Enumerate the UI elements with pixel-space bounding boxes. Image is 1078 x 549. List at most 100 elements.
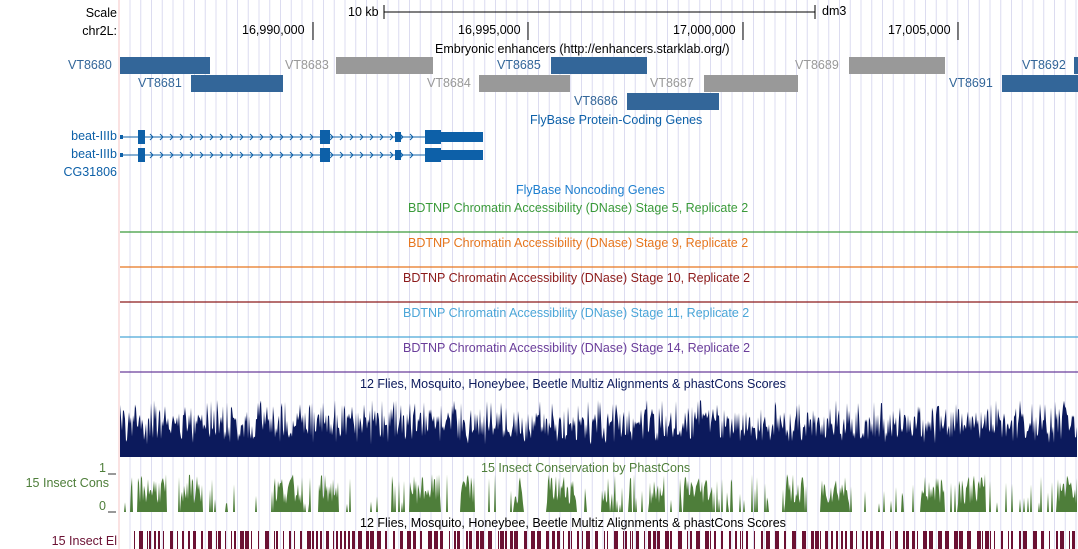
insect-el-block — [876, 531, 879, 549]
strand-arrow — [149, 133, 154, 141]
insect-el-block — [895, 531, 898, 549]
insect-el-block — [358, 531, 362, 549]
strand-arrow — [279, 133, 284, 141]
strand-arrow — [199, 133, 204, 141]
strand-arrow — [299, 133, 304, 141]
gene-label[interactable]: CG31806 — [63, 165, 117, 179]
insect-el-block — [366, 531, 369, 549]
insect-el-block — [177, 531, 178, 549]
multiz-track-title[interactable]: 12 Flies, Mosquito, Honeybee, Beetle Mul… — [360, 377, 786, 391]
scale-value: 10 kb — [348, 5, 379, 19]
insect-el-block — [469, 531, 472, 549]
gene-exon — [425, 130, 441, 144]
insect-el-block — [563, 531, 564, 549]
insect-el-block — [729, 531, 731, 549]
gene-label[interactable]: beat-IIIb — [71, 147, 117, 161]
enhancer-label[interactable]: VT8681 — [138, 76, 182, 90]
insect-el-block — [265, 531, 269, 549]
enhancer-label[interactable]: VT8686 — [574, 94, 618, 108]
insect-el-side-label[interactable]: 15 Insect El — [51, 534, 117, 548]
dnase-stage9-title[interactable]: BDTNP Chromatin Accessibility (DNase) St… — [408, 236, 749, 250]
enhancer-label[interactable]: VT8685 — [497, 58, 541, 72]
insect-el-block — [413, 531, 416, 549]
insect-el-block — [480, 531, 484, 549]
cons-axis-max: 1 — [99, 461, 106, 475]
insect-el-block — [274, 531, 275, 549]
strand-arrow — [179, 133, 184, 141]
insect-el-block — [245, 531, 249, 549]
insect-el-block — [134, 531, 135, 549]
insect-el-block — [929, 531, 933, 549]
enhancer-label[interactable]: VT8680 — [68, 58, 112, 72]
enhancer-block — [704, 75, 798, 92]
insect-el-block — [959, 531, 963, 549]
strand-arrow — [209, 151, 214, 159]
insect-el-block — [276, 531, 278, 549]
insect-el-block — [216, 531, 217, 549]
insect-el-block — [336, 531, 338, 549]
enhancer-label[interactable]: VT8691 — [949, 76, 993, 90]
insect-cons-track-title[interactable]: 15 Insect Conservation by PhastCons — [481, 461, 691, 475]
insect-el-block — [938, 531, 942, 549]
dnase-stage10-title[interactable]: BDTNP Chromatin Accessibility (DNase) St… — [403, 271, 751, 285]
noncoding-track-title[interactable]: FlyBase Noncoding Genes — [516, 183, 665, 197]
enhancers-track-title[interactable]: Embryonic enhancers (http://enhancers.st… — [435, 42, 730, 56]
gene-models[interactable] — [120, 130, 483, 162]
insect-el-track-title[interactable]: 12 Flies, Mosquito, Honeybee, Beetle Mul… — [360, 516, 786, 530]
gene-exon — [395, 150, 401, 160]
multiz-signal[interactable] — [120, 400, 1077, 457]
strand-arrow — [169, 133, 174, 141]
enhancer-label[interactable]: VT8687 — [650, 76, 694, 90]
enhancer-blocks[interactable] — [120, 57, 1078, 110]
insect-el-block — [714, 531, 716, 549]
insect-el-block — [428, 531, 432, 549]
insect-el-block — [488, 531, 492, 549]
insect-el-block — [218, 531, 221, 549]
insect-el-block — [648, 531, 651, 549]
scale-bar — [383, 5, 816, 19]
insect-el-block — [454, 531, 456, 549]
gene-label[interactable]: beat-IIIb — [71, 129, 117, 143]
enhancer-block — [849, 57, 945, 74]
insect-el-block — [294, 531, 295, 549]
strand-arrow — [389, 151, 394, 159]
insect-el-block — [625, 531, 627, 549]
enhancer-label[interactable]: VT8684 — [427, 76, 471, 90]
insect-el-block — [510, 531, 513, 549]
strand-arrow — [329, 133, 334, 141]
insect-el-blocks[interactable] — [134, 531, 1075, 549]
insect-el-block — [881, 531, 884, 549]
dnase-stage5-title[interactable]: BDTNP Chromatin Accessibility (DNase) St… — [408, 201, 749, 215]
insect-el-block — [954, 531, 958, 549]
insect-el-block — [234, 531, 236, 549]
insect-el-block — [1001, 531, 1003, 549]
strand-arrow — [349, 151, 354, 159]
insect-el-block — [500, 531, 504, 549]
dnase-stage14-title[interactable]: BDTNP Chromatin Accessibility (DNase) St… — [403, 341, 751, 355]
enhancer-label[interactable]: VT8683 — [285, 58, 329, 72]
insect-el-block — [393, 531, 395, 549]
insect-el-block — [370, 531, 374, 549]
insect-el-block — [434, 531, 438, 549]
position-label: 17,005,000 — [888, 23, 951, 37]
enhancer-label[interactable]: VT8692 — [1022, 58, 1066, 72]
insect-cons-side-label[interactable]: 15 Insect Cons — [25, 476, 109, 490]
strand-arrow — [269, 151, 274, 159]
strand-arrow — [279, 151, 284, 159]
insect-el-block — [158, 531, 160, 549]
insect-el-block — [449, 531, 450, 549]
insect-el-block — [147, 531, 148, 549]
strand-arrow — [229, 151, 234, 159]
dnase-stage11-title[interactable]: BDTNP Chromatin Accessibility (DNase) St… — [403, 306, 750, 320]
insect-cons-signal[interactable] — [120, 474, 1077, 512]
enhancer-label[interactable]: VT8689 — [795, 58, 839, 72]
protein-coding-track-title[interactable]: FlyBase Protein-Coding Genes — [530, 113, 703, 127]
insect-el-block — [407, 531, 411, 549]
gene-exon — [138, 130, 145, 144]
insect-el-block — [977, 531, 981, 549]
enhancer-block — [120, 57, 210, 74]
gene-exon — [441, 132, 483, 142]
insect-el-block — [149, 531, 151, 549]
insect-el-block — [890, 531, 891, 549]
